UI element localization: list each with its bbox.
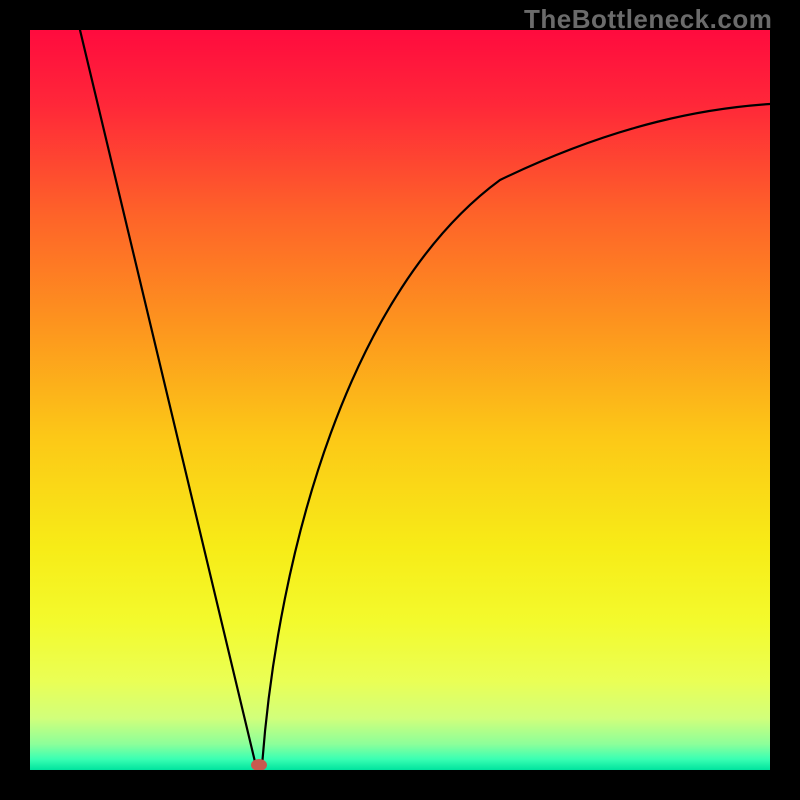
gradient-background bbox=[30, 30, 770, 770]
watermark-label: TheBottleneck.com bbox=[524, 4, 772, 35]
plot-area bbox=[30, 30, 770, 770]
